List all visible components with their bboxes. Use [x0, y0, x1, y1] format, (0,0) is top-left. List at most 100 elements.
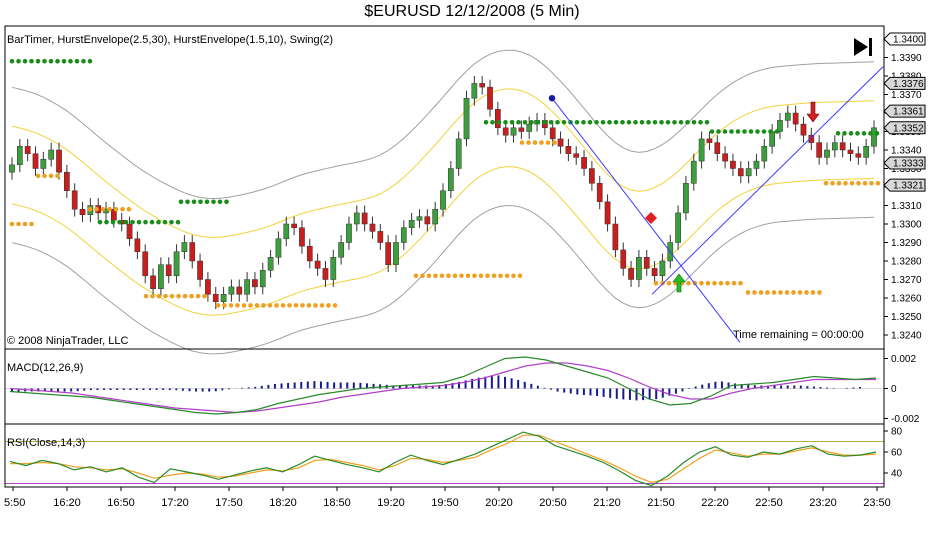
swing-high-dot [483, 119, 489, 125]
candle-up [9, 164, 15, 173]
candle-down [730, 160, 736, 169]
candle-up [753, 160, 760, 169]
candle-down [236, 286, 243, 295]
swing-low-dot [306, 303, 312, 308]
swing-high-dot [535, 119, 541, 125]
swing-low-dot [532, 140, 538, 145]
macd-label: MACD(12,26,9) [7, 362, 83, 374]
red-diamond-marker [645, 212, 657, 224]
swing-low-dot [241, 303, 247, 308]
swing-low-dot [261, 303, 266, 308]
candle-down [487, 86, 493, 110]
swing-high-dot [162, 219, 168, 225]
swing-high-dot [198, 199, 203, 205]
candle-up [510, 127, 517, 136]
candle-down [322, 268, 329, 280]
candle-down [792, 112, 799, 125]
swing-high-dot [620, 119, 625, 125]
candle-down [596, 183, 603, 203]
candle-up [393, 242, 399, 265]
swing-high-dot [178, 199, 184, 205]
price-box [883, 178, 926, 192]
candle-up [173, 251, 180, 277]
swing-high-dot [191, 199, 197, 205]
swing-low-dot [248, 303, 253, 308]
candle-down [134, 238, 141, 253]
swing-low-dot [293, 303, 299, 308]
candle-up [745, 168, 752, 177]
swing-low-dot [426, 273, 432, 279]
swing-low-dot [120, 206, 125, 212]
price-y-tick-label: 1.3240 [891, 331, 922, 342]
candle-down [291, 223, 297, 228]
candle-down [314, 260, 321, 269]
swing-low-dot [313, 303, 318, 308]
swing-high-dot [613, 119, 619, 125]
swing-high-dot [55, 58, 60, 64]
swing-low-dot [143, 293, 149, 299]
rsi-y-tick-label: 60 [891, 448, 903, 459]
swing-low-dot [718, 280, 724, 286]
price-box-label: 1.3361 [893, 107, 924, 118]
swing-low-dot [830, 181, 835, 186]
macd-y-tick-label: -0.002 [891, 414, 920, 425]
play-end-icon[interactable] [854, 38, 872, 56]
swing-high-dot [74, 58, 80, 64]
swing-low-dot [810, 290, 816, 295]
swing-high-dot [509, 119, 515, 125]
rsi-panel: 80 60 40 [5, 427, 903, 487]
swing-high-dot [868, 131, 873, 136]
swing-high-dot [143, 219, 148, 225]
swing-high-dot [81, 58, 86, 64]
candle-down [385, 242, 391, 265]
x-axis-tick-label: 23:20 [809, 497, 837, 509]
swing-low-dot [280, 303, 286, 308]
price-y-tick-label: 1.3340 [891, 146, 922, 157]
candle-down [212, 294, 219, 302]
swing-high-dot [555, 119, 560, 125]
candle-down [557, 138, 564, 147]
price-panel: 1.34001.33901.33801.33701.33601.33501.33… [9, 32, 926, 355]
swing-low-dot [491, 273, 497, 279]
candle-down [502, 127, 509, 136]
candle-up [777, 120, 783, 132]
swing-low-dot [472, 273, 477, 279]
swing-low-dot [100, 206, 106, 212]
swing-low-dot [163, 293, 168, 299]
swing-high-dot [587, 119, 593, 125]
price-y-tick-label: 1.3300 [891, 220, 922, 231]
swing-high-dot [496, 119, 502, 125]
swing-low-dot [686, 280, 691, 286]
price-box-label: 1.3352 [893, 123, 924, 134]
price-indicators-label: BarTimer, HurstEnvelope(2.5,30), HurstEn… [7, 34, 333, 46]
swing-low-dot [699, 280, 704, 286]
candle-down [549, 127, 556, 140]
swing-high-dot [848, 131, 854, 136]
candle-down [64, 171, 70, 191]
swing-high-dot [607, 119, 612, 125]
x-axis-tick-label: 17:20 [161, 497, 189, 509]
swing-low-dot [126, 206, 132, 212]
candle-down [24, 146, 31, 154]
swing-low-dot [9, 221, 15, 227]
swing-high-dot [742, 129, 747, 134]
trend-line-down [551, 97, 741, 343]
candle-down [306, 245, 313, 262]
x-axis-tick-label: 18:50 [323, 497, 351, 509]
candle-down [651, 268, 658, 277]
price-y-tick-label: 1.3310 [891, 201, 922, 212]
swing-low-dot [862, 181, 868, 186]
swing-low-dot [465, 273, 471, 279]
swing-high-dot [861, 131, 867, 136]
x-axis-tick-label: 16:20 [53, 497, 81, 509]
swing-high-dot [548, 119, 554, 125]
swing-low-dot [771, 290, 777, 295]
swing-low-dot [287, 303, 292, 308]
candle-down [816, 142, 822, 158]
blue-marker-dot [548, 95, 556, 102]
swing-low-dot [849, 181, 855, 186]
swing-high-dot [217, 199, 223, 205]
time-remaining-text: Time remaining = 00:00:00 [733, 329, 864, 341]
swing-high-dot [755, 129, 760, 134]
swing-low-dot [823, 181, 829, 186]
